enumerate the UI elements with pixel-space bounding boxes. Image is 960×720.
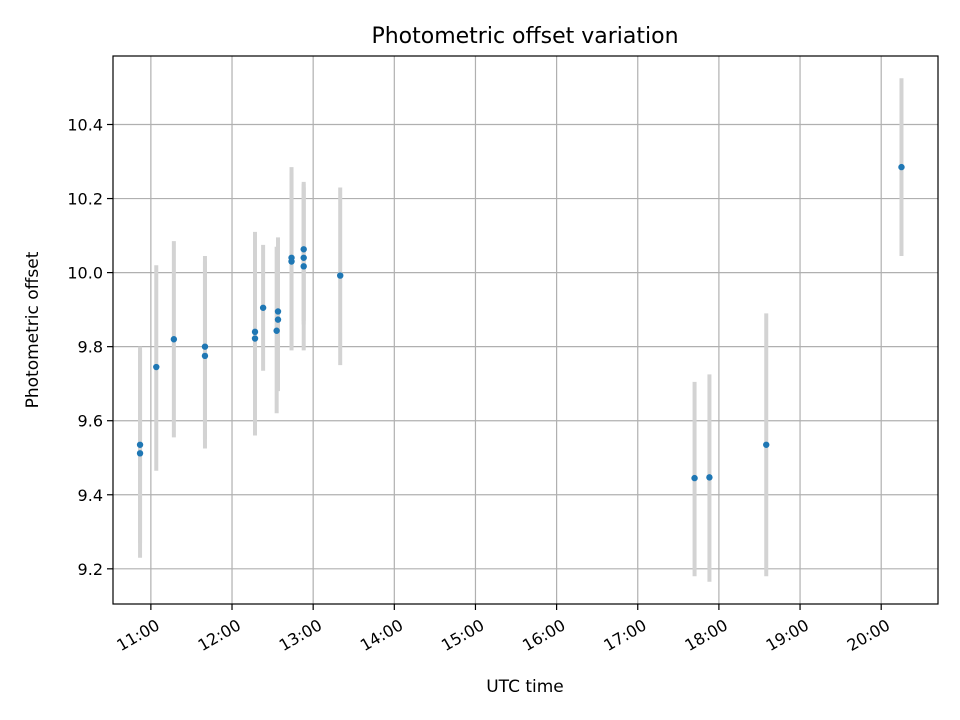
plot-frame bbox=[112, 55, 939, 605]
data-point bbox=[691, 474, 698, 482]
x-tick-label: 14:00 bbox=[357, 615, 406, 655]
x-tick-label: 18:00 bbox=[681, 615, 730, 655]
x-tick-label: 16:00 bbox=[519, 615, 568, 655]
x-tick-label: 12:00 bbox=[195, 615, 244, 655]
y-tick-label: 9.8 bbox=[78, 338, 103, 357]
data-point bbox=[898, 163, 905, 171]
y-tick-label: 9.2 bbox=[78, 560, 103, 579]
y-axis-label: Photometric offset bbox=[23, 251, 43, 408]
data-point bbox=[136, 450, 144, 457]
y-tick-label: 10.2 bbox=[67, 190, 103, 209]
y-tick-label: 10.4 bbox=[67, 116, 103, 135]
data-point bbox=[251, 335, 259, 342]
x-axis-label: UTC time bbox=[486, 677, 564, 697]
data-point bbox=[273, 327, 280, 334]
x-tick-label: 19:00 bbox=[763, 615, 812, 655]
chart-title: Photometric offset variation bbox=[371, 24, 678, 49]
x-tick-label: 17:00 bbox=[600, 615, 649, 655]
data-point bbox=[706, 474, 713, 481]
axis-ticks: 11:00 12:00 13:00 14:00 15:00 16:00 17:00 18:00… bbox=[67, 116, 893, 655]
grid-lines bbox=[113, 56, 938, 604]
data-point bbox=[274, 316, 282, 323]
y-tick-label: 10.0 bbox=[67, 264, 103, 283]
data-point bbox=[170, 336, 178, 343]
x-tick-label: 11:00 bbox=[113, 615, 162, 655]
data-point bbox=[153, 363, 160, 371]
data-point bbox=[337, 272, 344, 279]
data-point bbox=[136, 441, 144, 448]
data-point bbox=[300, 263, 307, 270]
data-point bbox=[201, 343, 209, 350]
x-tick-label: 20:00 bbox=[844, 615, 893, 655]
x-tick-label: 15:00 bbox=[438, 615, 487, 655]
data-point bbox=[288, 258, 295, 265]
data-point bbox=[251, 328, 259, 336]
data-points bbox=[136, 163, 905, 482]
data-point bbox=[763, 441, 770, 448]
y-tick-label: 9.6 bbox=[78, 412, 103, 431]
data-point bbox=[259, 304, 267, 311]
data-point bbox=[201, 352, 209, 360]
data-point bbox=[274, 308, 282, 315]
y-tick-label: 9.4 bbox=[78, 486, 103, 505]
data-point bbox=[300, 254, 307, 261]
x-tick-label: 13:00 bbox=[276, 615, 325, 655]
data-point bbox=[300, 246, 307, 253]
